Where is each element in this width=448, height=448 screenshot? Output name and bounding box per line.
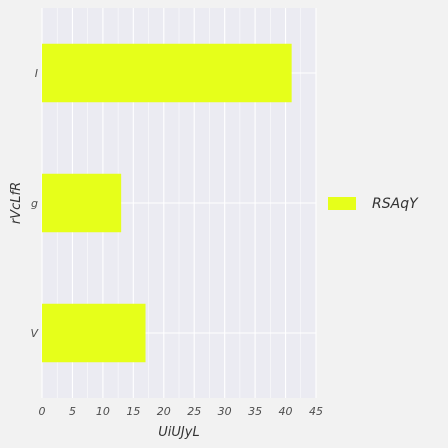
x-tick-label: 45	[309, 405, 323, 418]
x-tick-label: 35	[248, 405, 262, 418]
x-tick-label: 0	[39, 405, 46, 418]
x-tick-label: 15	[126, 405, 140, 418]
x-tick-labels: 0 5 10 15 20 25 30 35 40 45	[39, 405, 324, 418]
y-tick-label: I	[35, 67, 38, 80]
legend-label: RSAqY	[372, 196, 419, 212]
y-tick-label: V	[30, 327, 39, 340]
bars	[42, 43, 292, 363]
legend: RSAqY	[328, 196, 419, 212]
x-tick-label: 40	[279, 405, 293, 418]
x-axis-title: UiUJyL	[158, 425, 199, 440]
x-tick-label: 30	[218, 405, 232, 418]
x-tick-label: 25	[187, 405, 201, 418]
x-tick-label: 20	[157, 405, 171, 418]
y-axis-title: rVcLfR	[9, 182, 24, 224]
x-tick-label: 5	[69, 405, 76, 418]
bar-V	[42, 303, 146, 363]
y-tick-labels: Vg I	[30, 67, 39, 340]
bar-g	[42, 173, 122, 233]
x-tick-label: 10	[96, 405, 110, 418]
y-tick-label: g	[31, 197, 38, 210]
legend-swatch	[328, 197, 356, 210]
bar-I	[42, 43, 292, 103]
